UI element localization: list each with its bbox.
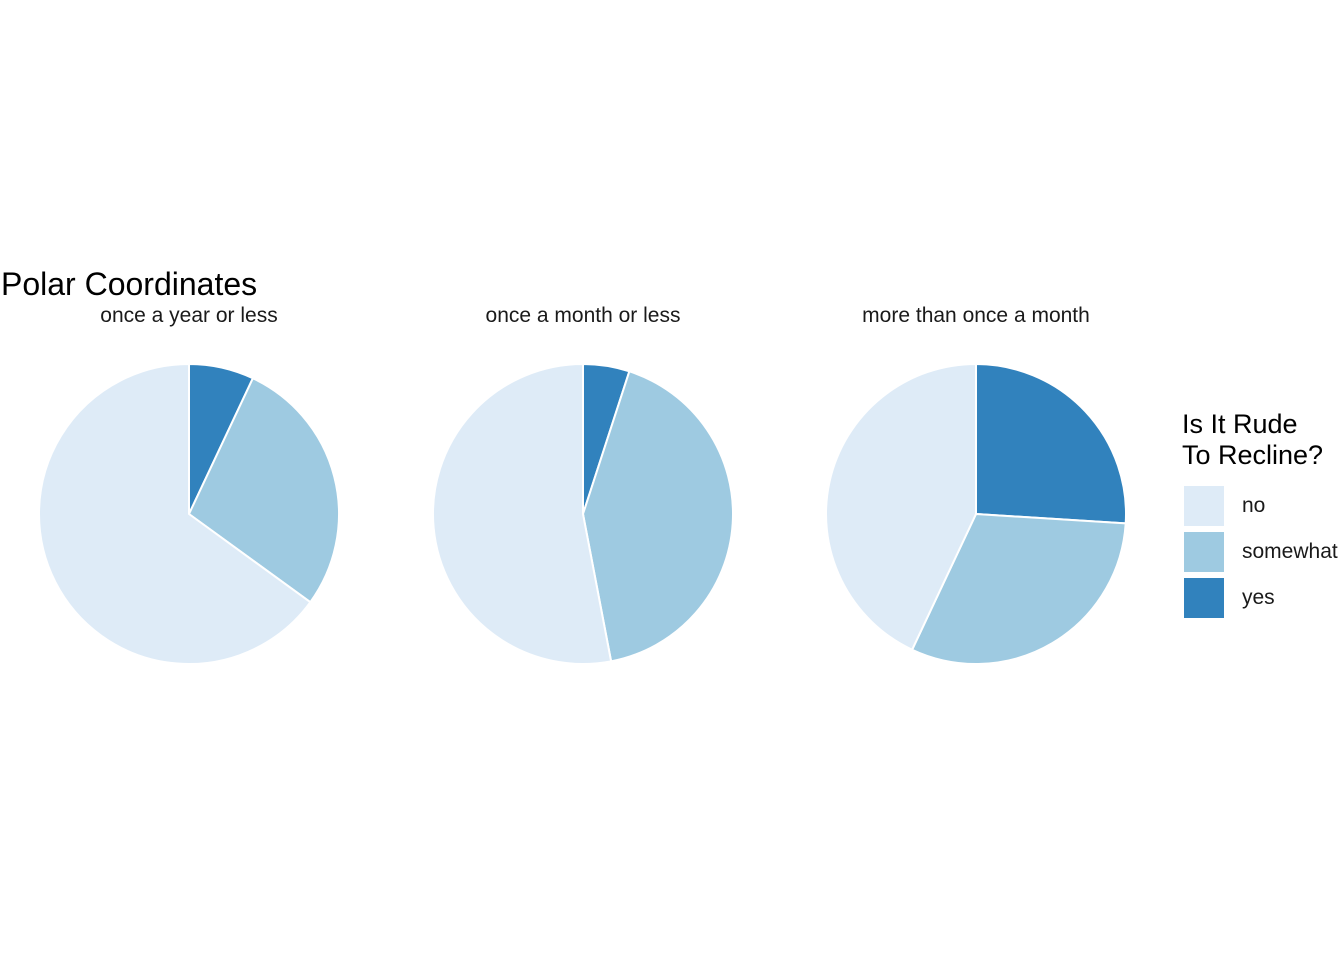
legend-title: Is It Rude To Recline? <box>1182 409 1323 471</box>
legend-item-no: no <box>1184 486 1265 526</box>
legend-label-no: no <box>1242 494 1266 517</box>
facet-label-3: more than once a month <box>862 304 1090 327</box>
pie-3-slice-somewhat <box>911 513 1127 665</box>
pie-3-slice-yes <box>975 363 1127 525</box>
legend-title-line-2: To Recline? <box>1182 440 1324 470</box>
legend-label-yes: yes <box>1242 586 1275 609</box>
facet-label-1: once a year or less <box>100 304 278 327</box>
pie-1-slice-no <box>38 363 312 665</box>
pie-1 <box>38 363 340 665</box>
legend-key-no <box>1184 486 1224 526</box>
pie-2-slice-no <box>431 363 613 665</box>
pie-3 <box>825 363 1127 665</box>
pie-2 <box>431 363 734 665</box>
legend-key-yes <box>1184 578 1224 618</box>
legend-item-somewhat: somewhat <box>1184 532 1338 572</box>
facet-label-2: once a month or less <box>485 304 681 327</box>
legend-key-somewhat <box>1184 532 1224 572</box>
legend-item-yes: yes <box>1184 578 1275 618</box>
legend-label-somewhat: somewhat <box>1242 540 1338 563</box>
pie-3-slice-no <box>825 363 977 651</box>
legend-title-line-1: Is It Rude <box>1182 409 1298 439</box>
pie-2-slice-somewhat <box>582 370 734 663</box>
chart-title: Polar Coordinates <box>1 266 258 302</box>
pie-1-slice-somewhat <box>188 377 340 604</box>
